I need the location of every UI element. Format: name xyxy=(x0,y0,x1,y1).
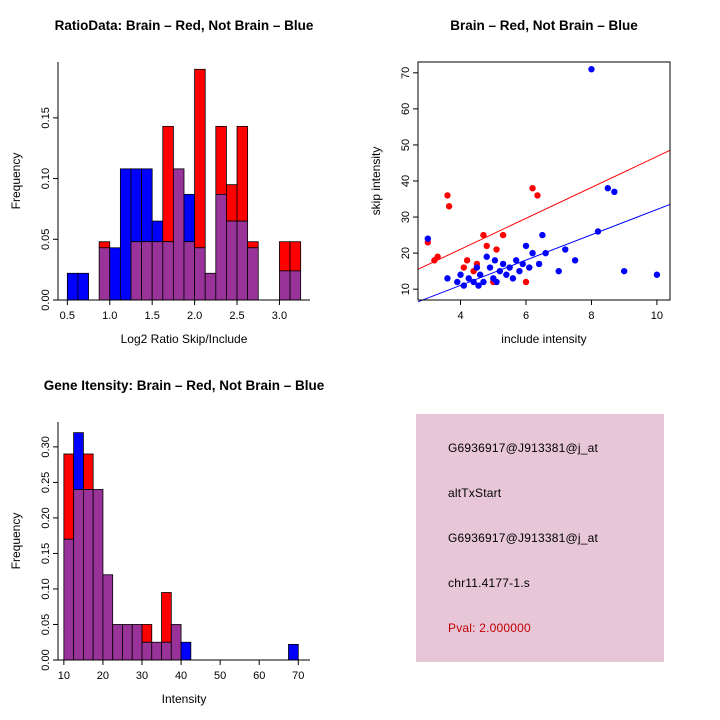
svg-text:4: 4 xyxy=(457,310,463,322)
svg-text:20: 20 xyxy=(97,670,109,682)
svg-text:40: 40 xyxy=(175,670,187,682)
ratio-histogram-panel: RatioData: Brain – Red, Not Brain – Blue… xyxy=(0,0,360,360)
event-type-line: altTxStart xyxy=(448,486,502,500)
pval-line: Pval: 2.000000 xyxy=(448,621,531,635)
svg-text:20: 20 xyxy=(400,247,412,259)
svg-text:0.15: 0.15 xyxy=(40,107,52,128)
svg-text:Log2 Ratio Skip/Include: Log2 Ratio Skip/Include xyxy=(121,332,248,346)
ratio-histogram-chart: RatioData: Brain – Red, Not Brain – Blue… xyxy=(9,18,314,346)
locus-line: chr11.4177-1.s xyxy=(448,576,530,590)
svg-text:2.0: 2.0 xyxy=(187,310,202,322)
svg-text:0.15: 0.15 xyxy=(40,543,52,564)
svg-text:50: 50 xyxy=(214,670,226,682)
svg-text:10: 10 xyxy=(400,283,412,295)
svg-text:skip intensity: skip intensity xyxy=(369,147,383,216)
svg-text:0.25: 0.25 xyxy=(40,472,52,493)
svg-text:1.0: 1.0 xyxy=(102,310,117,322)
svg-text:6: 6 xyxy=(523,310,529,322)
svg-text:0.05: 0.05 xyxy=(40,229,52,250)
svg-text:RatioData: Brain – Red, Not Br: RatioData: Brain – Red, Not Brain – Blue xyxy=(55,18,314,33)
probe-id-line: G6936917@J913381@j_at xyxy=(448,441,599,455)
svg-text:0.05: 0.05 xyxy=(40,614,52,635)
svg-text:0.5: 0.5 xyxy=(60,310,75,322)
intensity-scatter-chart: Brain – Red, Not Brain – Blue 4 6 8 10 10 20 30… xyxy=(369,18,671,346)
svg-text:10: 10 xyxy=(58,670,70,682)
svg-text:50: 50 xyxy=(400,139,412,151)
svg-text:30: 30 xyxy=(136,670,148,682)
gene-intensity-histogram-chart: Gene Itensity: Brain – Red, Not Brain – … xyxy=(9,378,325,706)
svg-text:10: 10 xyxy=(651,310,663,322)
gene-info-panel: G6936917@J913381@j_at altTxStart G693691… xyxy=(416,414,664,662)
svg-text:0.10: 0.10 xyxy=(40,578,52,599)
svg-text:70: 70 xyxy=(292,670,304,682)
svg-text:Brain – Red, Not Brain – Blue: Brain – Red, Not Brain – Blue xyxy=(450,18,638,33)
svg-text:60: 60 xyxy=(400,103,412,115)
intensity-scatter-panel: Brain – Red, Not Brain – Blue 4 6 8 10 10 20 30… xyxy=(360,0,720,360)
svg-text:40: 40 xyxy=(400,175,412,187)
probe-id-line-2: G6936917@J913381@j_at xyxy=(448,531,599,545)
svg-text:0.20: 0.20 xyxy=(40,507,52,528)
gene-intensity-histogram-panel: Gene Itensity: Brain – Red, Not Brain – … xyxy=(0,360,360,720)
svg-text:0.30: 0.30 xyxy=(40,436,52,457)
svg-text:3.0: 3.0 xyxy=(272,310,287,322)
svg-text:70: 70 xyxy=(400,67,412,79)
svg-text:60: 60 xyxy=(253,670,265,682)
svg-text:30: 30 xyxy=(400,211,412,223)
svg-text:Intensity: Intensity xyxy=(162,692,207,706)
svg-text:8: 8 xyxy=(588,310,594,322)
svg-text:1.5: 1.5 xyxy=(145,310,160,322)
gene-info-quadrant: G6936917@J913381@j_at altTxStart G693691… xyxy=(360,360,720,720)
svg-text:Gene Itensity: Brain – Red, No: Gene Itensity: Brain – Red, Not Brain – … xyxy=(44,378,325,393)
svg-text:Frequency: Frequency xyxy=(9,153,23,210)
svg-text:0.00: 0.00 xyxy=(40,289,52,310)
svg-text:0.10: 0.10 xyxy=(40,168,52,189)
svg-text:include intensity: include intensity xyxy=(501,332,586,346)
svg-text:Frequency: Frequency xyxy=(9,513,23,570)
svg-text:0.00: 0.00 xyxy=(40,649,52,670)
svg-text:2.5: 2.5 xyxy=(229,310,244,322)
